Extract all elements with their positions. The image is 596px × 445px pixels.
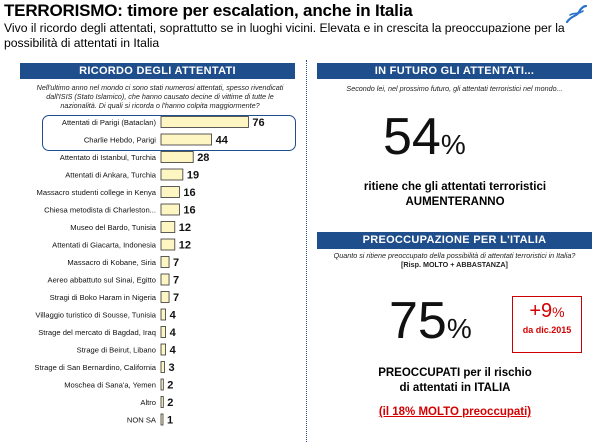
bar-label: Chiesa metodista di Charleston... bbox=[44, 206, 156, 215]
bar bbox=[160, 151, 194, 163]
italy-value: 75% bbox=[389, 295, 472, 347]
bar-value: 4 bbox=[170, 310, 177, 322]
bar-value: 2 bbox=[167, 397, 173, 409]
bar bbox=[160, 326, 166, 338]
left-panel-title: RICORDO DEGLI ATTENTATI bbox=[20, 63, 295, 79]
bar-value: 2 bbox=[167, 380, 173, 392]
bar-value: 16 bbox=[183, 187, 195, 199]
bar bbox=[160, 133, 212, 146]
bar bbox=[160, 116, 249, 128]
bar-value: 4 bbox=[170, 327, 177, 339]
bar bbox=[160, 256, 170, 268]
bar bbox=[160, 203, 180, 216]
bar bbox=[160, 413, 164, 426]
future-caption-line2: AUMENTERANNO bbox=[405, 196, 505, 208]
page-title: TERRORISMO: timore per escalation, anche… bbox=[4, 1, 413, 20]
panel-divider bbox=[306, 60, 307, 442]
bar-value: 1 bbox=[167, 415, 173, 427]
bar-label: Museo del Bardo, Tunisia bbox=[70, 223, 156, 232]
future-value-number: 54 bbox=[383, 108, 441, 166]
bar bbox=[160, 273, 170, 286]
bar-label: Attentati di Giacarta, Indonesia bbox=[52, 241, 157, 250]
bar-value: 12 bbox=[179, 222, 191, 234]
bar bbox=[160, 291, 170, 303]
italy-value-number: 75 bbox=[389, 292, 447, 350]
italy-question-line1: Quanto si ritiene preoccupato della poss… bbox=[333, 251, 576, 260]
bar-label: Altro bbox=[140, 398, 156, 407]
italy-panel-title: PREOCCUPAZIONE PER L'ITALIA bbox=[317, 232, 592, 249]
bar bbox=[160, 221, 176, 233]
recall-bar-chart: Attentati di Parigi (Bataclan) 76 Charlie … bbox=[34, 116, 265, 427]
future-question: Secondo lei, nel prossimo futuro, gli at… bbox=[346, 84, 563, 93]
bar-value: 28 bbox=[197, 152, 209, 164]
future-value: 54% bbox=[383, 111, 466, 163]
bar-label: Attentati di Ankara, Turchia bbox=[65, 171, 157, 180]
bar-label: Strage di San Bernardino, California bbox=[34, 363, 156, 372]
italy-delta-unit: % bbox=[552, 304, 565, 320]
bar-label: Attentato di Istanbul, Turchia bbox=[60, 153, 157, 162]
bar-value: 7 bbox=[173, 275, 179, 287]
bar-value: 44 bbox=[216, 135, 229, 147]
bar-value: 19 bbox=[187, 170, 199, 182]
left-panel-question: Nell'ultimo anno nel mondo ci sono stati… bbox=[36, 83, 284, 110]
bar-value: 7 bbox=[173, 257, 179, 269]
future-caption: ritiene che gli attentati terroristici A… bbox=[330, 180, 580, 210]
bar-label: Stragi di Boko Haram in Nigeria bbox=[50, 293, 157, 302]
bar bbox=[160, 186, 180, 198]
italy-caption-line2: di attentati in ITALIA bbox=[399, 382, 511, 394]
bar-label: Massacro di Kobane, Siria bbox=[67, 258, 156, 267]
future-value-unit: % bbox=[440, 129, 466, 160]
bar bbox=[160, 396, 164, 408]
bar-value: 16 bbox=[183, 205, 195, 217]
highlight-paris-box bbox=[42, 115, 296, 151]
bar-label: Strage del mercato di Bagdad, Iraq bbox=[38, 328, 156, 337]
bar-label: NON SA bbox=[127, 416, 157, 425]
bar-label: Aereo abbattuto sul Sinai, Egitto bbox=[48, 276, 157, 285]
bar-label: Charlie Hebdo, Parigi bbox=[84, 136, 156, 145]
italy-delta-badge: +9% da dic.2015 bbox=[512, 296, 582, 353]
bar bbox=[160, 343, 166, 356]
future-panel-title: IN FUTURO GLI ATTENTATI... bbox=[317, 63, 592, 79]
italy-value-unit: % bbox=[446, 313, 472, 344]
italy-caption-line1: PREOCCUPATI per il rischio bbox=[378, 367, 532, 379]
bar-value: 4 bbox=[170, 345, 177, 357]
bar bbox=[160, 308, 166, 321]
bar-value: 3 bbox=[168, 362, 174, 374]
italy-delta-since: da dic.2015 bbox=[522, 325, 572, 335]
bar bbox=[160, 361, 165, 373]
italy-footnote: (il 18% MOLTO preoccupati) bbox=[378, 406, 532, 418]
italy-delta-value: +9% bbox=[513, 300, 581, 323]
bar-value: 76 bbox=[252, 117, 264, 129]
brand-logo-icon bbox=[565, 4, 588, 24]
future-caption-line1: ritiene che gli attentati terroristici bbox=[363, 181, 547, 193]
bar bbox=[160, 238, 176, 251]
bar-value: 12 bbox=[179, 240, 191, 252]
italy-question-line2: [Risp. MOLTO + ABBASTANZA] bbox=[401, 260, 508, 269]
bar bbox=[160, 168, 184, 181]
italy-question: Quanto si ritiene preoccupato della poss… bbox=[317, 251, 592, 269]
bar-label: Moschea di Sana'a, Yemen bbox=[64, 381, 156, 390]
bar-label: Strage di Beirut, Libano bbox=[77, 346, 156, 355]
bar-value: 7 bbox=[173, 292, 179, 304]
italy-caption: PREOCCUPATI per il rischio di attentati … bbox=[330, 366, 580, 396]
bar-label: Villaggio turistico di Sousse, Tunisia bbox=[35, 311, 156, 320]
bar bbox=[160, 378, 164, 391]
bar-label: Massacro studenti college in Kenya bbox=[37, 188, 157, 197]
italy-delta-number: +9 bbox=[529, 300, 553, 322]
bar-label: Attentati di Parigi (Bataclan) bbox=[62, 118, 157, 127]
page-subtitle: Vivo il ricordo degli attentati, sopratt… bbox=[4, 21, 565, 50]
